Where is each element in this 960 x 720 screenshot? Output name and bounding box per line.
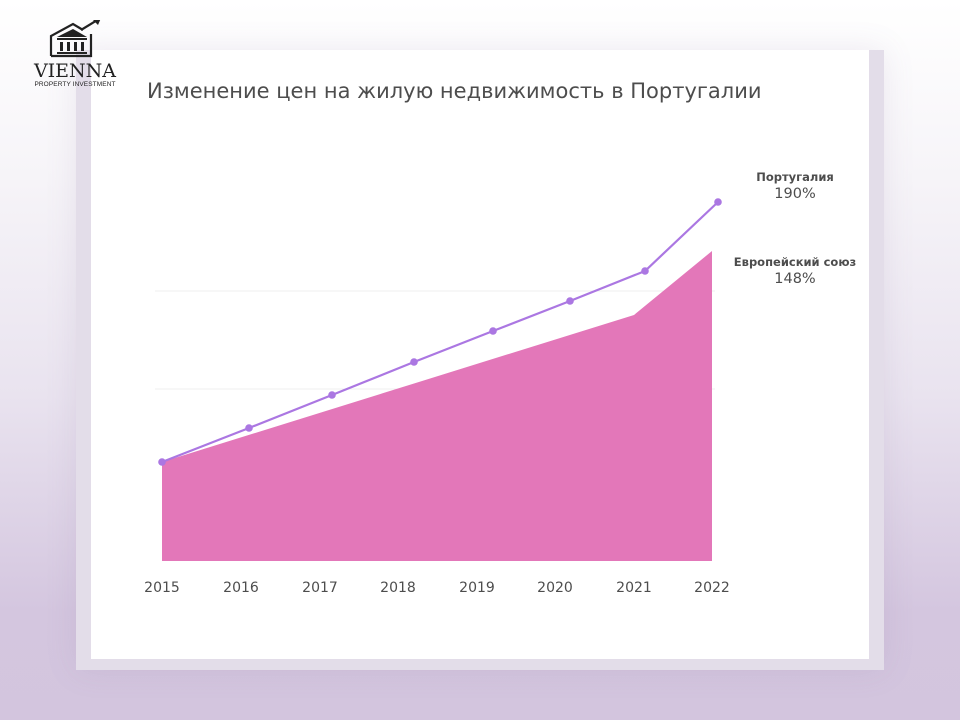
- legend-value: 148%: [774, 271, 816, 287]
- building-with-rising-arrow-icon: [49, 20, 101, 58]
- legend-label: Португалия: [756, 170, 834, 184]
- x-tick-label: 2015: [144, 580, 180, 596]
- legend-eu: Европейский союз 148%: [734, 255, 856, 287]
- legend-label: Европейский союз: [733, 255, 857, 269]
- chart-title: Изменение цен на жилую недвижимость в По…: [147, 79, 762, 103]
- x-tick-label: 2021: [616, 580, 652, 596]
- portugal-line-series: [161, 201, 719, 464]
- x-tick-label: 2019: [459, 580, 495, 596]
- portugal-markers: [158, 198, 722, 466]
- brand-name: VIENNA: [33, 60, 117, 82]
- x-tick-label: 2016: [223, 580, 259, 596]
- eu-area-series: [162, 251, 712, 561]
- legend-portugal: Португалия 190%: [756, 170, 834, 202]
- brand-logo: VIENNA PROPERTY INVESTMENT: [30, 20, 120, 100]
- legend-value: 190%: [774, 186, 816, 202]
- x-tick-label: 2022: [694, 580, 730, 596]
- x-tick-label: 2017: [302, 580, 338, 596]
- x-tick-label: 2020: [537, 580, 573, 596]
- x-tick-label: 2018: [380, 580, 416, 596]
- brand-tagline: PROPERTY INVESTMENT: [34, 81, 116, 88]
